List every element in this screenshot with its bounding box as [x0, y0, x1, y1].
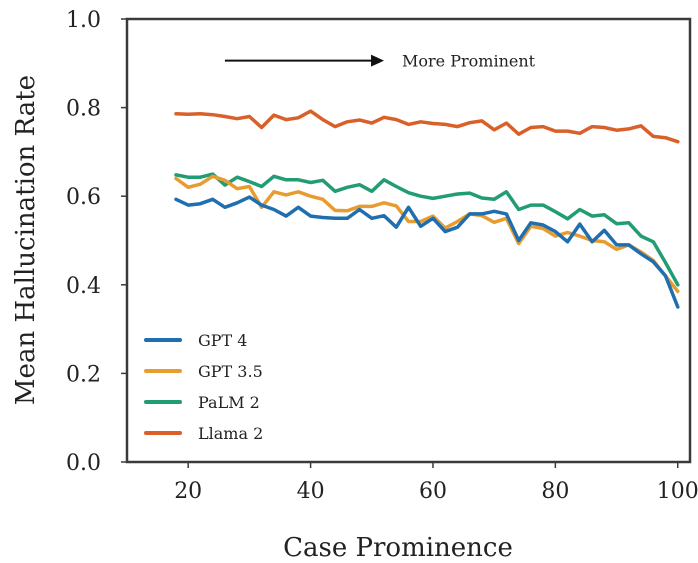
- series-line-llama-2: [174, 109, 680, 144]
- x-axis-title: Case Prominence: [283, 533, 513, 563]
- legend-label-palm-2: PaLM 2: [198, 393, 260, 412]
- legend: GPT 4 GPT 3.5 PaLM 2 Llama 2: [144, 331, 263, 443]
- legend-label-gpt-4: GPT 4: [198, 331, 247, 350]
- x-tick-label: 80: [541, 479, 569, 504]
- y-axis-ticks: 0.0 0.2 0.4 0.6 0.8 1.0: [66, 8, 127, 476]
- x-tick-label: 60: [419, 479, 447, 504]
- series-line-gpt-4: [174, 195, 680, 309]
- annotation: More Prominent: [224, 52, 536, 71]
- plot-frame: [125, 17, 692, 464]
- x-tick-label: 100: [657, 479, 698, 504]
- annotation-label: More Prominent: [402, 52, 536, 71]
- legend-label-llama-2: Llama 2: [198, 424, 263, 443]
- y-tick-label: 0.6: [66, 185, 101, 210]
- series-line-palm-2: [174, 172, 680, 287]
- arrow-head-icon: [371, 54, 385, 67]
- y-axis-title: Mean Hallucination Rate: [11, 75, 41, 405]
- x-tick-label: 40: [297, 479, 325, 504]
- x-tick-label: 20: [174, 479, 202, 504]
- y-tick-label: 0.8: [66, 97, 101, 122]
- y-tick-label: 0.0: [66, 451, 101, 476]
- x-axis-ticks: 20 40 60 80 100: [174, 462, 698, 504]
- legend-label-gpt-3-5: GPT 3.5: [198, 362, 263, 381]
- y-tick-label: 1.0: [66, 8, 101, 33]
- y-tick-label: 0.2: [66, 362, 101, 387]
- y-tick-label: 0.4: [66, 274, 101, 299]
- series-lines: [174, 109, 680, 309]
